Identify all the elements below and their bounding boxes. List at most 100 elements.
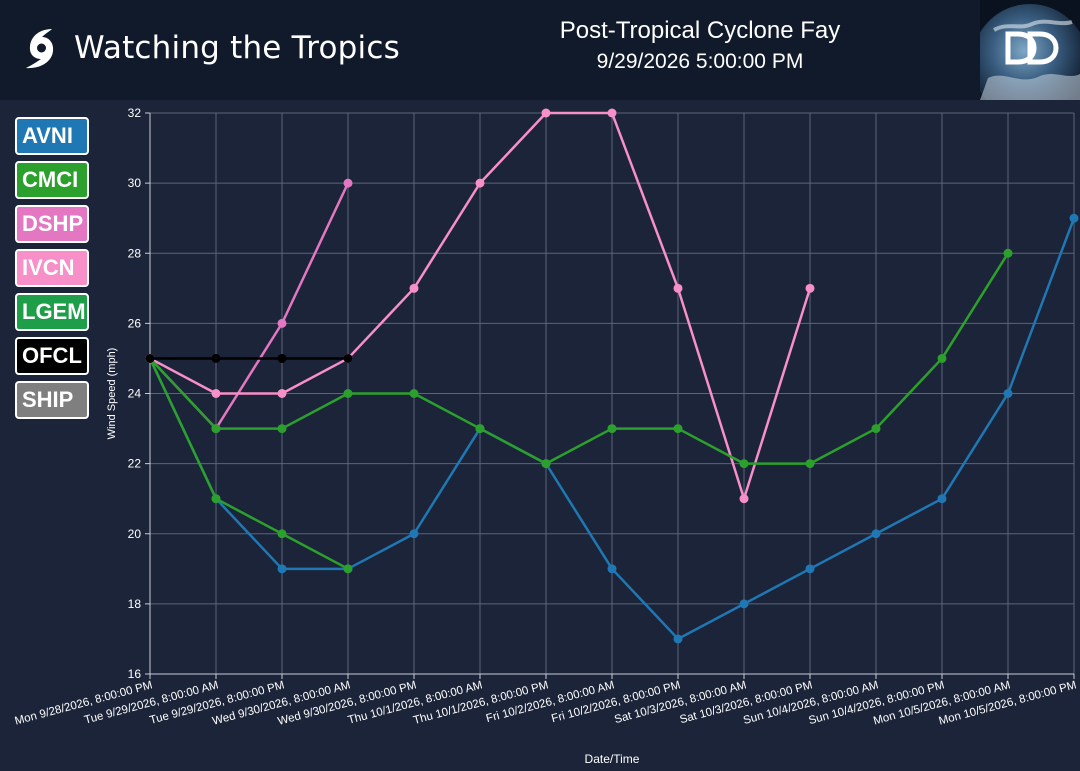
data-point-ivcn: [541, 108, 551, 118]
x-tick-label: Tue 9/29/2026, 8:00:00 PM: [148, 679, 285, 727]
x-tick-label: Mon 9/28/2026, 8:00:00 PM: [14, 679, 154, 727]
data-point-lgem: [475, 424, 485, 434]
data-point-dshp: [145, 353, 155, 363]
series-avni: [145, 213, 1079, 644]
data-point-avni: [871, 529, 881, 539]
data-point-avni: [475, 424, 485, 434]
data-point-avni: [409, 529, 419, 539]
y-tick-label: 24: [128, 387, 142, 401]
x-tick-label: Wed 9/30/2026, 8:00:00 PM: [277, 679, 418, 728]
data-point-cmci: [277, 529, 287, 539]
data-point-lgem: [607, 424, 617, 434]
x-tick-label: Thu 10/1/2026, 8:00:00 AM: [347, 679, 484, 727]
data-point-lgem: [145, 353, 155, 363]
legend-toggle-ship[interactable]: SHIP: [15, 381, 89, 419]
data-point-cmci: [343, 564, 353, 574]
legend-toggle-lgem[interactable]: LGEM: [15, 293, 89, 331]
storm-name: Post-Tropical Cyclone Fay: [559, 17, 841, 44]
data-point-ofcl: [277, 353, 287, 363]
brand[interactable]: Watching the Tropics: [22, 24, 400, 72]
data-point-lgem: [937, 353, 947, 363]
data-point-avni: [145, 353, 155, 363]
data-point-avni: [607, 564, 617, 574]
legend-toggle-avni[interactable]: AVNI: [15, 117, 89, 155]
series-line-cmci: [148, 357, 349, 570]
data-point-dshp: [211, 424, 221, 434]
data-point-cmci: [145, 353, 155, 363]
y-axis-title: Wind Speed (mph): [106, 348, 118, 440]
hurricane-icon: [26, 29, 54, 69]
data-point-ivcn: [673, 283, 683, 293]
storm-datetime: 9/29/2026 5:00:00 PM: [596, 50, 804, 73]
y-tick-labels: 16 18 20 22 24 26 28 30 32: [128, 106, 150, 681]
series-line-ivcn: [149, 111, 812, 500]
data-point-lgem: [211, 424, 221, 434]
x-axis-title: Date/Time: [585, 752, 640, 766]
x-tick-label: Mon 10/5/2026, 8:00:00 AM: [872, 679, 1012, 727]
data-point-avni: [937, 494, 947, 504]
legend-toggle-dshp[interactable]: DSHP: [15, 205, 89, 243]
data-point-ivcn: [739, 494, 749, 504]
data-point-lgem: [673, 424, 683, 434]
data-point-cmci: [211, 494, 221, 504]
series-line-lgem: [149, 252, 1010, 465]
data-point-ofcl: [211, 353, 221, 363]
data-point-ivcn: [607, 108, 617, 118]
data-point-lgem: [409, 389, 419, 398]
y-tick-label: 30: [128, 176, 142, 190]
data-point-avni: [541, 459, 551, 469]
x-tick-label: Sun 10/4/2026, 8:00:00 PM: [807, 679, 945, 727]
app-title: Watching the Tropics: [74, 30, 400, 66]
data-point-lgem: [541, 459, 551, 469]
data-point-avni: [1069, 213, 1079, 223]
data-point-ivcn: [409, 283, 419, 293]
grid-lines: [149, 112, 1075, 675]
x-tick-label: Fri 10/2/2026, 8:00:00 PM: [550, 679, 682, 725]
x-tick-label: Thu 10/1/2026, 8:00:00 PM: [412, 679, 550, 727]
data-point-avni: [805, 564, 815, 574]
dd-logo-globe: [980, 0, 1080, 100]
data-point-lgem: [343, 389, 353, 398]
y-tick-label: 20: [128, 527, 142, 541]
y-tick-label: 18: [128, 597, 142, 611]
data-point-ivcn: [277, 389, 287, 398]
series-cmci: [145, 353, 353, 574]
data-point-dshp: [343, 178, 353, 188]
data-point-lgem: [1003, 248, 1013, 258]
y-tick-label: 22: [128, 457, 142, 471]
data-point-avni: [1003, 389, 1013, 398]
series-line-avni: [148, 217, 1076, 641]
data-point-avni: [343, 564, 353, 574]
series-line-dshp: [149, 182, 350, 430]
data-point-avni: [673, 634, 683, 644]
data-point-avni: [739, 599, 749, 609]
y-tick-label: 32: [128, 106, 142, 120]
data-point-avni: [277, 564, 287, 574]
series-lgem: [145, 248, 1013, 469]
x-tick-label: Sat 10/3/2026, 8:00:00 AM: [613, 679, 748, 726]
series-ofcl: [145, 353, 353, 363]
data-point-ivcn: [475, 178, 485, 188]
series-ivcn: [145, 108, 815, 504]
data-point-ofcl: [343, 353, 353, 363]
data-point-lgem: [739, 459, 749, 469]
data-point-lgem: [805, 459, 815, 469]
data-point-lgem: [871, 424, 881, 434]
data-point-avni: [211, 494, 221, 504]
y-tick-label: 26: [128, 316, 142, 330]
series-legend: AVNI CMCI DSHP IVCN LGEM OFCL SHIP: [15, 117, 89, 425]
y-tick-label: 28: [128, 246, 142, 260]
data-point-ofcl: [145, 353, 155, 363]
data-point-dshp: [277, 318, 287, 328]
data-point-ivcn: [145, 353, 155, 363]
legend-toggle-cmci[interactable]: CMCI: [15, 161, 89, 199]
legend-toggle-ivcn[interactable]: IVCN: [15, 249, 89, 287]
x-tick-label: Tue 9/29/2026, 8:00:00 AM: [83, 679, 220, 726]
legend-toggle-ofcl[interactable]: OFCL: [15, 337, 89, 375]
x-tick-label: Wed 9/30/2026, 8:00:00 AM: [211, 679, 352, 727]
series-dshp: [145, 178, 353, 434]
y-tick-label: 16: [128, 667, 142, 681]
data-point-lgem: [277, 424, 287, 434]
